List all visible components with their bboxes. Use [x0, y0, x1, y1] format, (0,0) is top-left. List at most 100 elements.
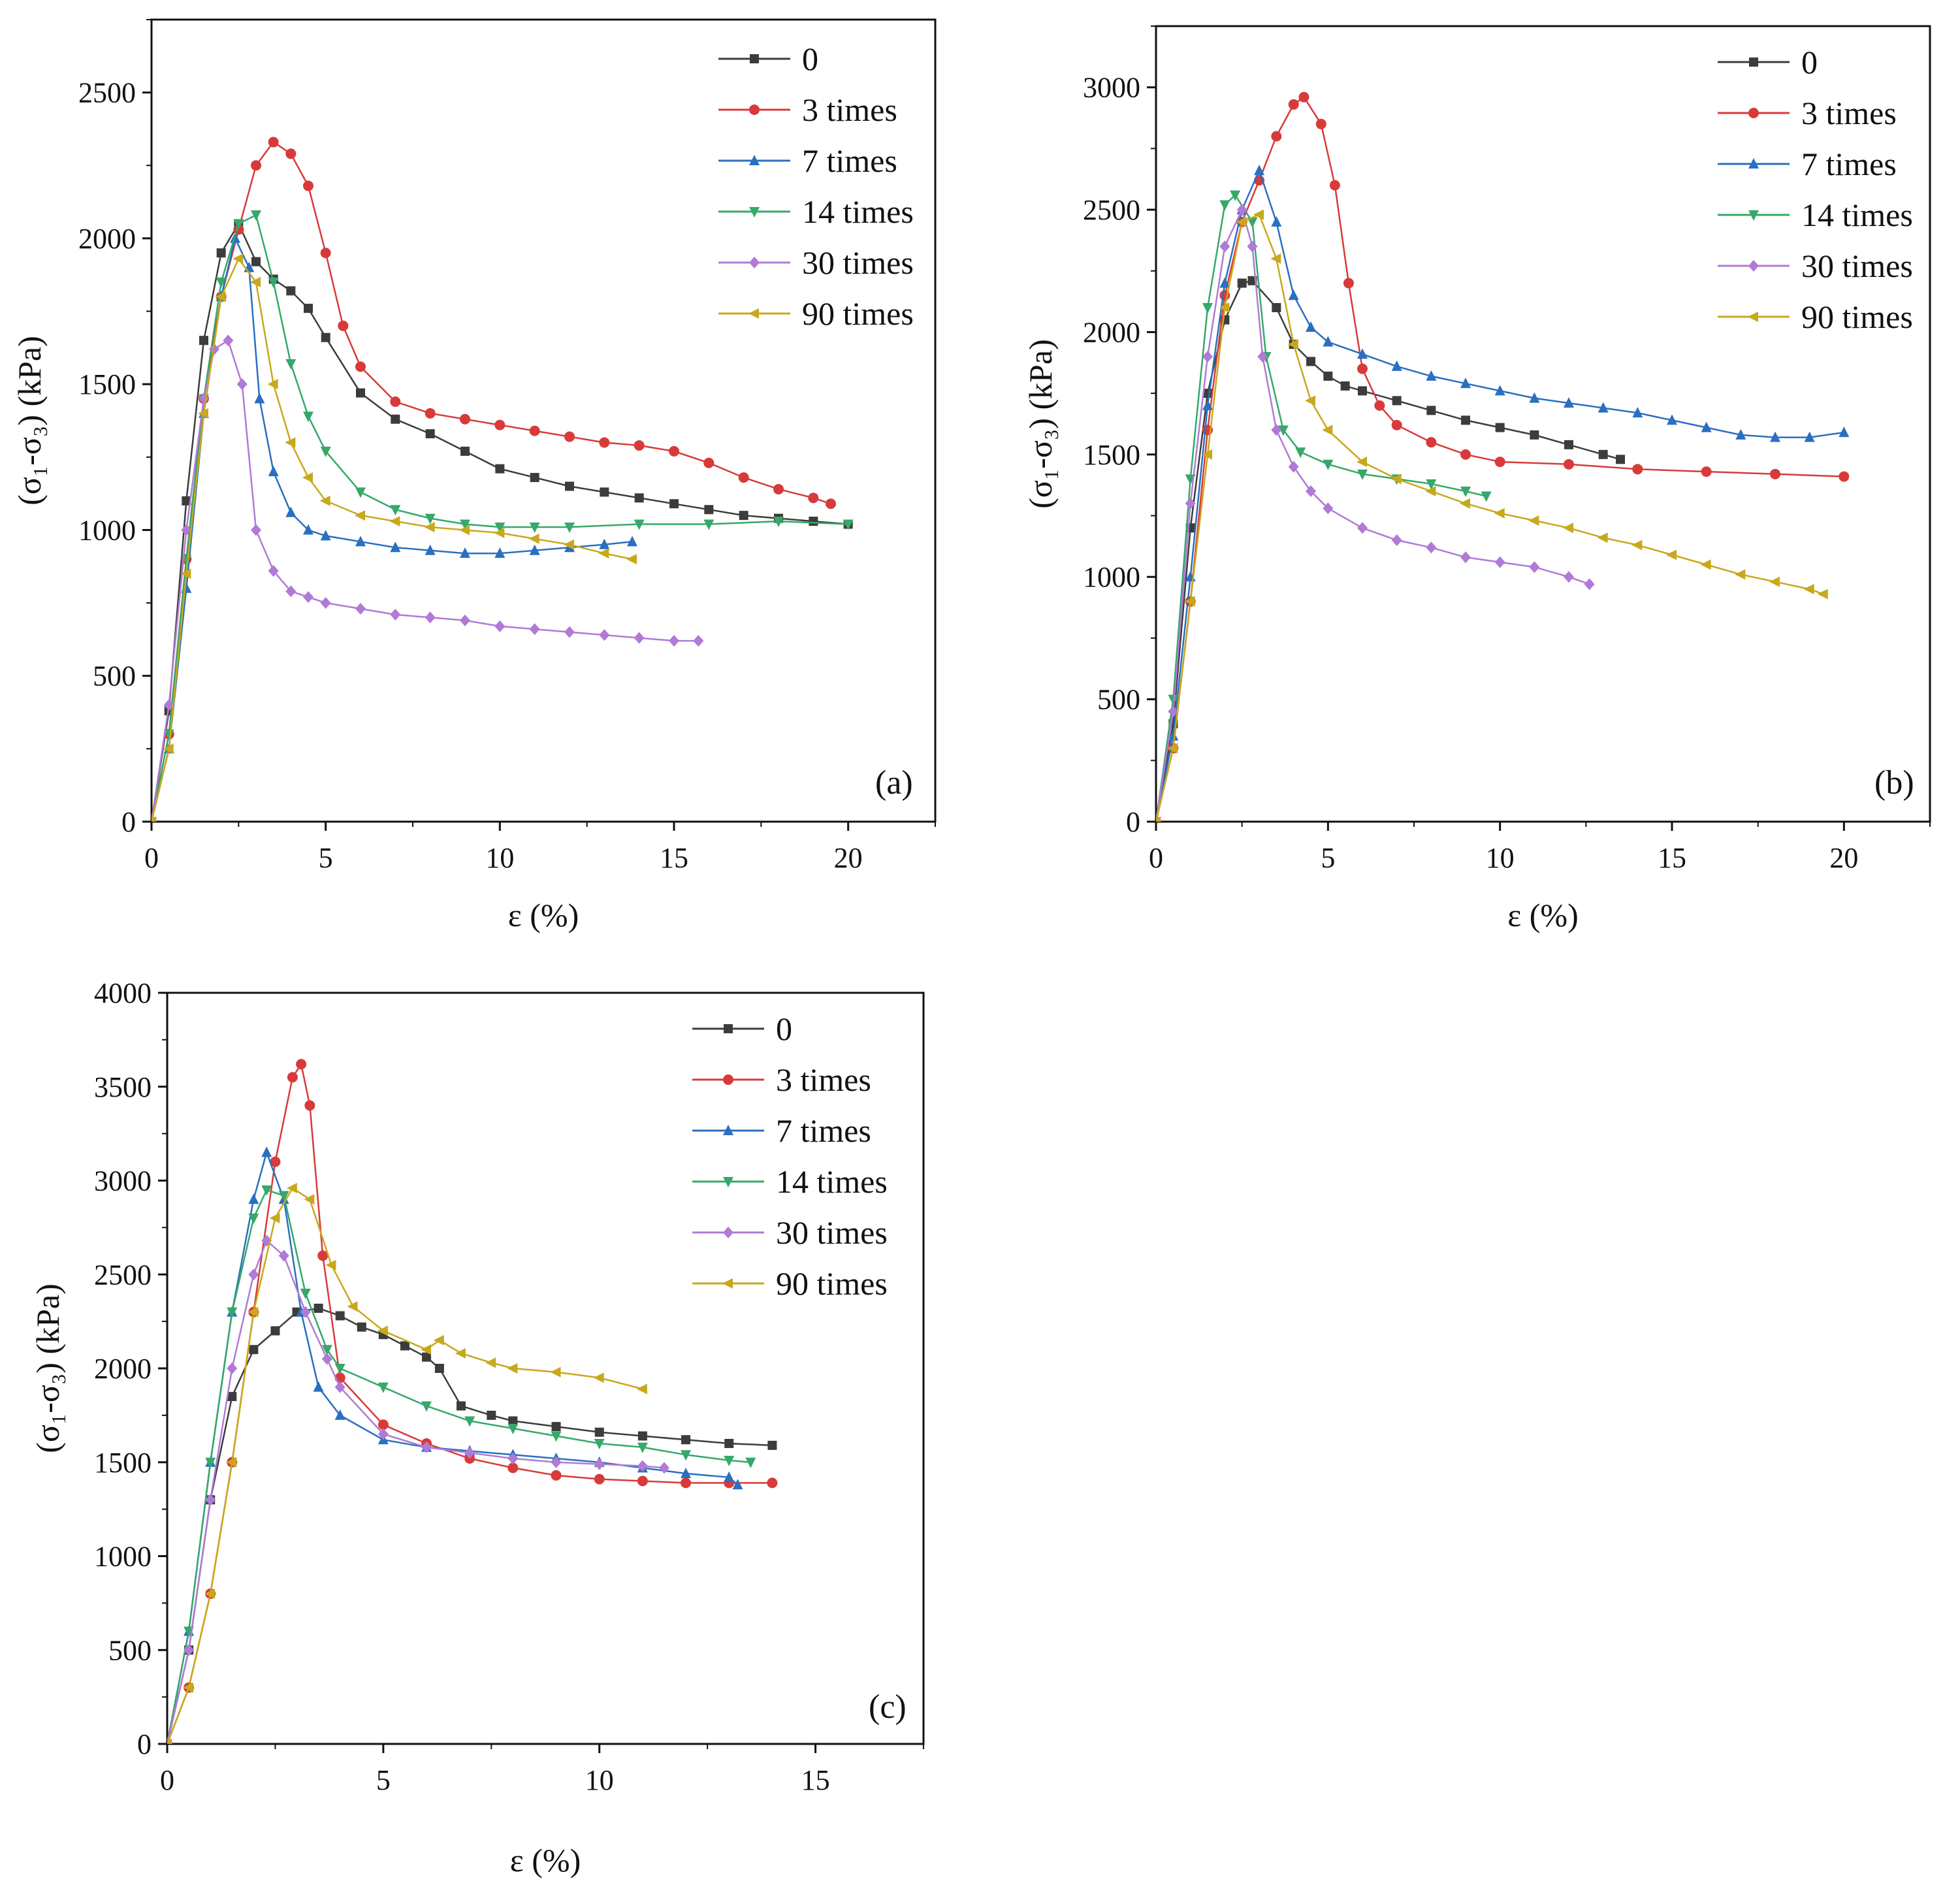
data-point: [1530, 430, 1539, 440]
data-point: [1564, 397, 1574, 408]
x-tick-label: 15: [1658, 842, 1686, 874]
y-tick-label: 3000: [94, 1165, 152, 1197]
data-point: [1219, 240, 1230, 253]
data-point: [355, 536, 366, 547]
series-14-times: [1156, 190, 1492, 822]
data-point: [773, 517, 784, 528]
data-point: [320, 597, 331, 609]
data-point: [233, 219, 244, 230]
data-point: [1272, 302, 1281, 312]
data-point: [494, 419, 506, 430]
y-tick-label: 2500: [94, 1259, 152, 1291]
y-tick-label: 1500: [78, 368, 136, 400]
series-30-times: [167, 1234, 669, 1744]
data-point: [460, 519, 470, 530]
data-point: [249, 1345, 259, 1355]
data-point: [1357, 469, 1368, 480]
data-point: [248, 1306, 259, 1317]
data-point: [268, 137, 279, 148]
data-point: [181, 524, 192, 536]
data-point: [1287, 339, 1298, 350]
data-point: [1374, 400, 1385, 411]
data-point: [356, 388, 365, 398]
data-point: [285, 148, 297, 159]
series-line: [167, 1062, 773, 1744]
data-point: [593, 1372, 604, 1383]
data-point: [1156, 816, 1161, 822]
data-point: [773, 483, 784, 494]
data-point: [1343, 278, 1354, 289]
legend-label: 7 times: [1801, 146, 1897, 182]
data-point: [564, 626, 575, 638]
data-point: [285, 585, 297, 598]
data-point: [1254, 165, 1264, 176]
data-point: [1271, 131, 1282, 142]
legend-marker: [724, 1024, 733, 1033]
data-point: [1219, 200, 1230, 211]
data-point: [300, 1306, 311, 1318]
legend-label: 30 times: [776, 1214, 888, 1251]
data-point: [1306, 485, 1316, 498]
series-line: [152, 214, 848, 822]
data-point: [1202, 350, 1213, 362]
data-point: [1391, 534, 1402, 547]
data-point: [1315, 118, 1326, 129]
data-point: [248, 1193, 259, 1204]
data-point: [184, 1644, 195, 1656]
data-point: [1803, 583, 1814, 594]
data-point: [564, 431, 575, 442]
data-point: [227, 1392, 237, 1402]
data-point: [268, 564, 279, 577]
y-axis-title: (σ₁-σ₃) (kPa): [1022, 339, 1059, 509]
legend-label: 3 times: [802, 91, 897, 128]
data-point: [1184, 596, 1195, 607]
chart-panel-c: 0 5 10 15 0 500 1000 1500 2000 2500 3000 3500 4000 ε …: [0, 967, 980, 1881]
data-point: [1357, 363, 1368, 374]
legend-marker: [1749, 57, 1758, 67]
data-point: [1323, 459, 1334, 470]
legend-label: 90 times: [776, 1265, 888, 1302]
y-tick-label: 0: [1126, 806, 1140, 838]
data-point: [529, 623, 540, 636]
data-point: [767, 1440, 777, 1450]
data-point: [637, 1475, 648, 1487]
data-point: [400, 1341, 410, 1351]
legend-marker: [749, 155, 760, 165]
data-point: [634, 493, 644, 503]
data-point: [251, 524, 261, 536]
data-point: [1323, 502, 1334, 515]
legend-marker: [1748, 210, 1759, 221]
data-point: [494, 547, 506, 558]
data-point: [1666, 549, 1677, 560]
data-point: [507, 1424, 519, 1434]
plot-frame: [166, 991, 925, 1745]
y-tick-label: 2000: [94, 1353, 152, 1385]
data-point: [304, 1194, 315, 1205]
data-point: [391, 414, 400, 424]
legend: 0 3 times 7 times 14 times 30 times 90 times: [692, 1010, 888, 1302]
data-point: [1288, 99, 1299, 110]
data-point: [1735, 428, 1746, 440]
data-point: [637, 1460, 648, 1472]
data-point: [564, 522, 575, 533]
data-point: [528, 533, 539, 544]
data-point: [507, 1363, 518, 1374]
data-point: [355, 361, 366, 372]
series-0: [167, 1304, 777, 1744]
data-point: [303, 411, 313, 423]
data-point: [321, 1345, 332, 1356]
x-axis-title: ε (%): [510, 1842, 581, 1878]
y-tick-label: 1000: [1083, 561, 1140, 593]
y-tick-label: 0: [137, 1728, 152, 1760]
data-point: [693, 635, 704, 647]
series-line: [152, 257, 633, 822]
data-point: [599, 538, 610, 549]
y-tick-label: 3500: [94, 1071, 152, 1103]
data-point: [390, 396, 401, 407]
legend-label: 3 times: [776, 1061, 871, 1098]
data-point: [254, 393, 265, 404]
data-point: [334, 1409, 345, 1420]
legend-marker: [1748, 158, 1759, 169]
data-point: [732, 1479, 743, 1490]
data-point: [285, 437, 296, 448]
